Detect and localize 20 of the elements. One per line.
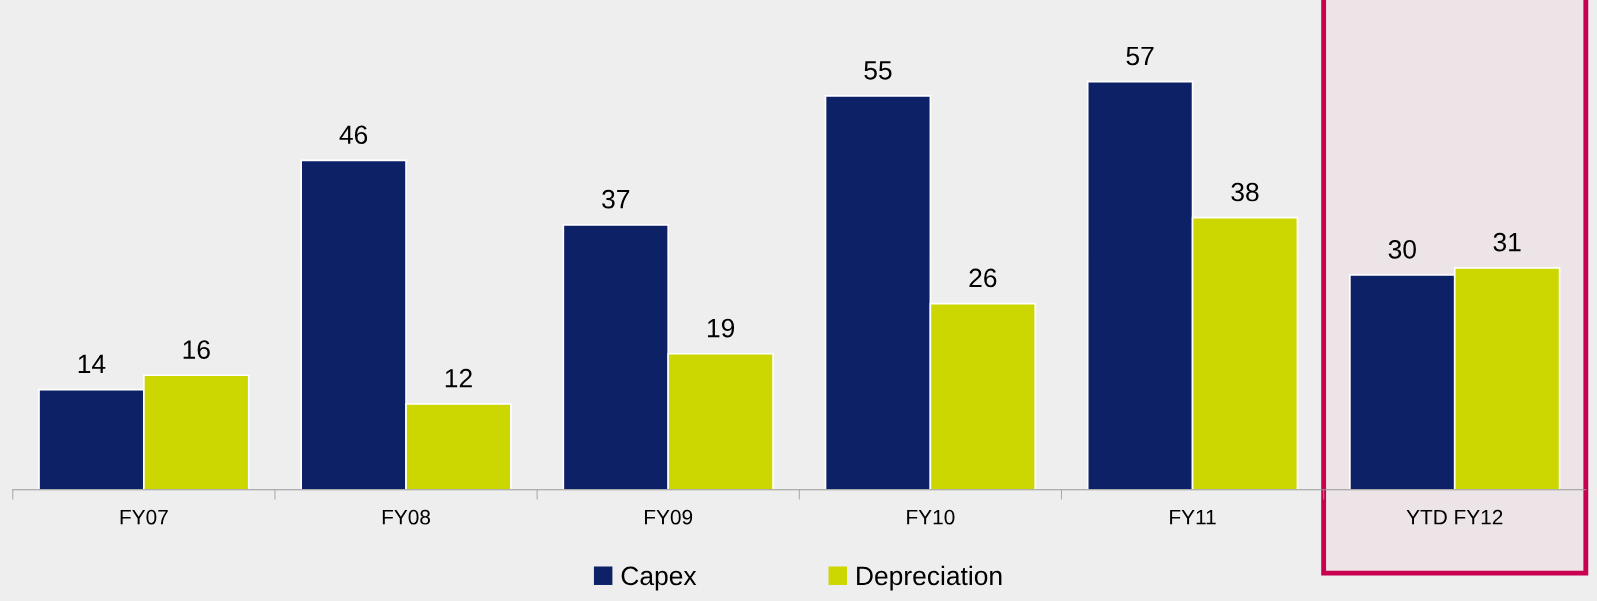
x-tick-label: FY09 xyxy=(645,509,693,525)
data-label: 12 xyxy=(445,368,472,388)
x-tick-label: FY10 xyxy=(907,509,955,525)
data-label: 38 xyxy=(1231,182,1259,202)
data-label: 19 xyxy=(707,318,735,338)
data-label: 16 xyxy=(183,340,210,359)
data-label: 31 xyxy=(1493,232,1521,252)
legend-label: Capex xyxy=(621,566,697,591)
data-label: 14 xyxy=(78,354,106,373)
data-label: 57 xyxy=(1126,46,1154,66)
x-tick-label: FY11 xyxy=(1170,510,1216,525)
data-label: 55 xyxy=(864,61,892,80)
legend-label: Depreciation xyxy=(857,565,1002,591)
data-label: 46 xyxy=(339,125,368,145)
x-tick-label: FY07 xyxy=(120,509,168,525)
x-tick-label: FY08 xyxy=(382,509,431,525)
data-label: 30 xyxy=(1388,239,1416,259)
data-label: 37 xyxy=(602,189,630,209)
x-tick-label: YTD FY12 xyxy=(1406,509,1503,525)
data-label: 26 xyxy=(969,268,997,288)
